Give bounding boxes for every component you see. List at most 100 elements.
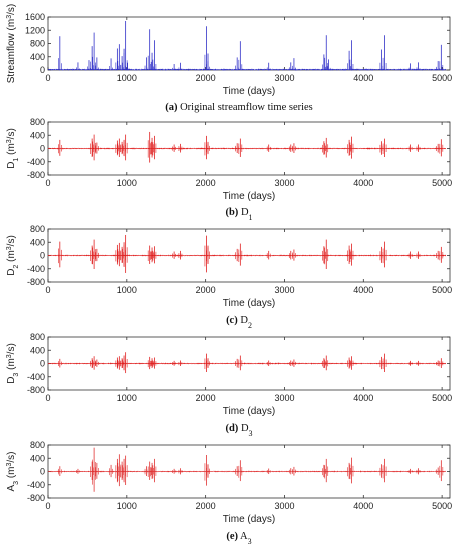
y-tick-label: -400 [27,264,45,274]
series-spike [326,59,331,70]
series-spike [349,356,354,370]
series-spike [206,245,210,264]
series-spike [416,468,421,475]
series-spike [147,356,152,370]
series-spike [347,462,351,479]
series-spike [439,358,444,369]
series-spike [322,141,326,155]
series-spike [123,352,128,374]
series-spike [172,64,176,70]
x-tick-label: 5000 [432,285,452,295]
series-spike [238,460,243,482]
series-spike [178,360,183,367]
series-spike [292,359,296,367]
x-tick-label: 2000 [196,393,216,403]
x-tick-label: 3000 [274,285,294,295]
series-spike [58,466,62,477]
series-spike [147,29,152,70]
x-tick-label: 3000 [274,393,294,403]
series-spike [90,358,94,369]
series-spike [347,357,351,369]
series-spike [324,355,329,371]
panel-caption: (b) D1 [225,207,252,222]
x-tick-label: 3000 [274,73,294,83]
plot-frame [47,16,451,71]
x-tick-label: 1000 [117,178,137,188]
y-tick-label: 0 [40,251,45,261]
series-spike [206,358,210,369]
series-spike [382,241,387,268]
series-spike [90,461,94,480]
y-tick-label: 0 [40,144,45,154]
series-spike [206,141,210,155]
x-axis-label: Time (days) [223,514,275,525]
series-spike [382,458,387,483]
series-spike [95,248,99,262]
x-tick-label: 4000 [353,178,373,188]
chart-panel-a: 0 400 800 1200 1600 0 1000 2000 3000 4000 5000 Time… [6,4,453,113]
series-spike [238,355,243,371]
series-spike [238,243,243,266]
series-spike [349,136,354,159]
series-spike [147,131,152,163]
series-spike [147,461,152,480]
y-tick-label: 1600 [25,12,45,22]
series-spike [349,457,354,484]
y-tick-label: -800 [27,493,45,503]
y-tick-label: -800 [27,277,45,287]
series-spike [235,57,239,70]
series-spike [349,40,354,70]
series-spike [408,144,413,152]
series-spike [322,246,326,264]
panel-caption: (d) D3 [225,423,252,438]
y-axis-label: A3 (m3/s) [6,451,20,491]
series-spike [347,139,351,156]
series-spike [95,462,99,479]
series-spike [152,40,157,70]
series-spike [172,360,176,366]
x-tick-label: 0 [45,501,50,511]
series-spike [115,140,120,156]
series-spike [95,142,99,154]
series-spike [324,35,329,70]
series-spike [95,359,99,367]
y-tick-label: 800 [30,440,45,450]
series-spike [322,358,326,369]
x-tick-label: 4000 [353,285,373,295]
series-spike [408,468,413,474]
series-spike [150,462,154,479]
y-axis-label: D2 (m3/s) [6,235,20,276]
x-tick-label: 1000 [117,285,137,295]
series-spike [206,53,210,70]
series-spike [115,48,120,70]
series-spike [206,464,210,478]
x-axis-label: Time (days) [223,298,275,309]
y-tick-label: -400 [27,480,45,490]
y-tick-label: -400 [27,157,45,167]
y-tick-label: 800 [30,224,45,234]
series-spike [152,357,157,369]
series-spike [322,54,326,70]
y-tick-label: 0 [40,467,45,477]
x-tick-label: 5000 [432,73,452,83]
series-spike [150,247,154,263]
series-spike [288,62,293,70]
y-tick-label: 400 [30,453,45,463]
series-spike [439,460,444,482]
series-spike [266,360,271,367]
series-spike [150,358,154,369]
x-tick-label: 0 [45,73,50,83]
series-spike [152,246,157,264]
series-spike [347,50,351,70]
series-spike [416,360,421,366]
x-tick-label: 5000 [432,501,452,511]
series-spike [178,143,183,153]
series-spike [292,58,296,70]
y-tick-label: 800 [30,39,45,49]
x-tick-label: 2000 [196,285,216,295]
x-tick-label: 1000 [117,501,137,511]
series-spike [439,246,444,263]
x-tick-label: 2000 [196,501,216,511]
series-spike [123,134,128,161]
